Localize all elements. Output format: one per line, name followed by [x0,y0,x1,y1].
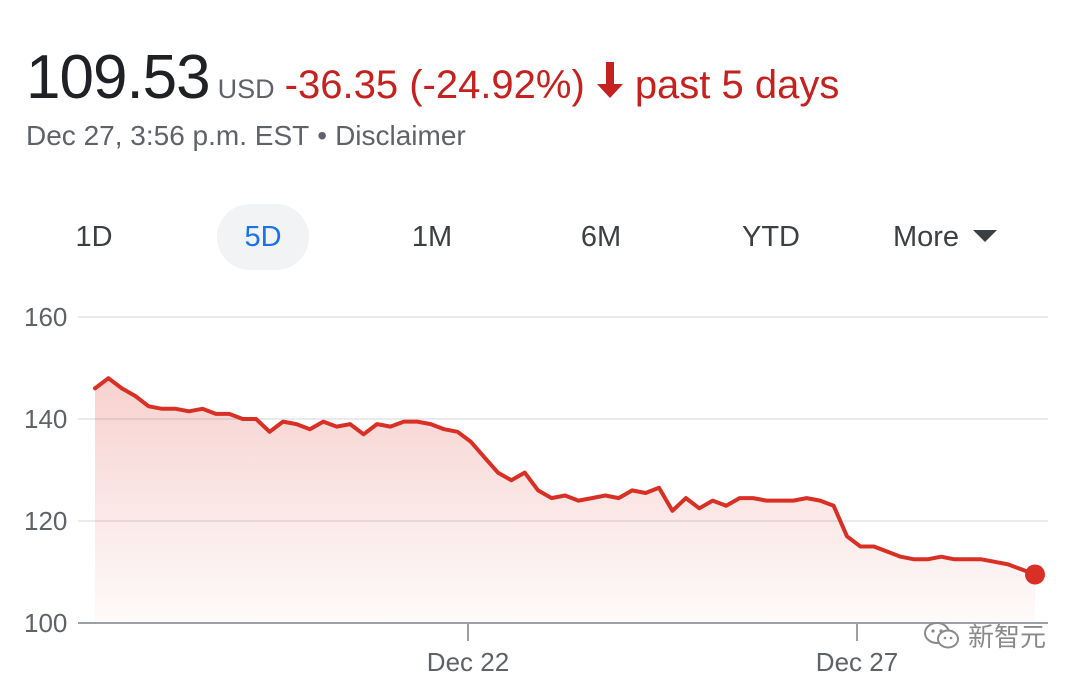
quote-subline: Dec 27, 3:56 p.m. EST • Disclaimer [26,120,466,152]
x-axis-ticks: Dec 22 Dec 27 [427,623,898,677]
price-line [93,376,1037,577]
change-period: past 5 days [634,63,840,107]
tab-1d[interactable]: 1D [75,221,113,253]
x-tick-label: Dec 27 [816,647,898,677]
tab-ytd[interactable]: YTD [742,221,800,253]
y-tick-label: 140 [24,404,67,434]
last-price-marker[interactable] [1025,564,1045,585]
caret-down-icon [973,230,998,243]
y-tick-label: 120 [24,506,67,536]
quote-timestamp: Dec 27, 3:56 p.m. EST [26,120,310,151]
tab-6m[interactable]: 6M [580,221,622,253]
wechat-icon [923,621,959,648]
price-chart: 100 120 140 160 Dec 22 Dec 27 [24,302,1048,677]
y-tick-label: 100 [24,608,67,638]
y-axis-ticks: 100 120 140 160 [24,302,67,638]
tab-1m[interactable]: 1M [411,221,453,253]
arrow-down-icon [596,62,623,98]
tab-5d[interactable]: 5D [217,204,309,270]
y-tick-label: 160 [24,302,67,332]
quote-header: 109.53 USD -36.35 (-24.92%) past 5 days [26,42,839,113]
price-change: -36.35 (-24.92%) [284,63,585,107]
price-area [95,378,1035,623]
watermark-text: 新智元 [967,622,1046,652]
watermark: 新智元 [923,617,1046,654]
separator-dot: • [317,120,328,151]
tab-more[interactable]: More [870,204,1020,270]
x-tick-label: Dec 22 [427,647,509,677]
current-price: 109.53 [26,43,211,112]
tab-more-label: More [892,221,960,253]
disclaimer-link[interactable]: Disclaimer [335,120,466,151]
currency-code: USD [217,74,275,104]
range-tabs: 1D 5D 1M 6M YTD More [0,204,1080,270]
